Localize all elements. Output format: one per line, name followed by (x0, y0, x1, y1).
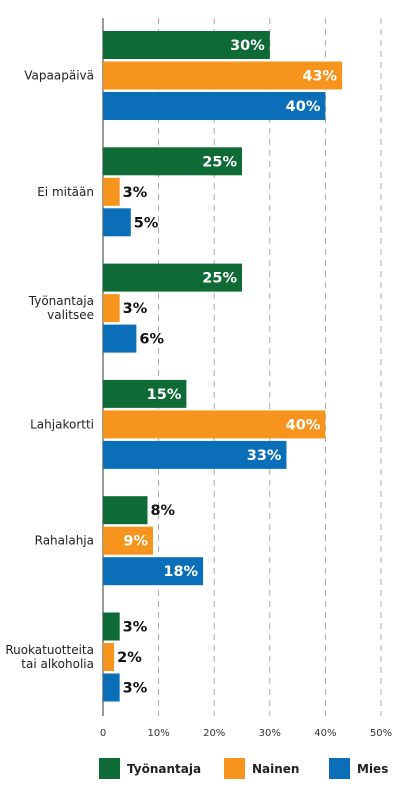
x-tick-label: 0 (100, 728, 106, 739)
bar-value-label: 18% (163, 564, 198, 580)
x-tick-label: 20% (203, 728, 225, 739)
category-label: Ei mitään (37, 185, 94, 199)
bar-value-label: 3% (123, 185, 148, 201)
category-label: Lahjakortti (30, 417, 94, 431)
x-tick-label: 40% (314, 728, 336, 739)
x-tick-label: 30% (259, 728, 281, 739)
bar (103, 612, 120, 641)
bar-value-label: 40% (286, 99, 321, 115)
bar-value-label: 9% (123, 534, 148, 550)
category-label: Rahalahja (35, 534, 94, 548)
bar-value-label: 2% (117, 650, 142, 666)
bar (103, 324, 137, 353)
bar-value-label: 8% (150, 503, 175, 519)
bar-value-label: 5% (134, 215, 159, 231)
gridlines (102, 18, 382, 716)
bar-value-label: 15% (147, 387, 182, 403)
bar (103, 31, 270, 59)
bar-value-label: 33% (247, 448, 282, 464)
bar (103, 92, 326, 120)
x-axis-ticks: 0 10% 20% 30% 40% 50% (100, 728, 392, 739)
category-label: Vapaapäivä (24, 69, 94, 83)
bar-value-label: 40% (286, 417, 321, 433)
bar-value-label: 30% (230, 38, 265, 54)
x-tick-label: 50% (370, 728, 392, 739)
bar (103, 557, 204, 586)
bar-value-label: 25% (202, 271, 237, 287)
legend-swatch (99, 758, 120, 779)
bar (103, 379, 187, 408)
legend-swatch (329, 758, 350, 779)
bar-value-label: 3% (123, 301, 148, 317)
category-label: Työnantaja valitsee (28, 294, 94, 322)
bar-value-label: 6% (139, 332, 164, 348)
category-labels: Vapaapäivä Ei mitään Työnantaja valitsee Lah… (5, 69, 94, 672)
bar-value-label: 3% (123, 620, 148, 636)
bar (103, 440, 287, 469)
x-tick-label: 10% (147, 728, 169, 739)
bar (103, 147, 242, 176)
bar-value-label: 43% (302, 69, 337, 85)
category-label: Ruokatuotteita tai alkoholia (5, 643, 94, 671)
bar (103, 177, 120, 206)
bar (103, 526, 154, 555)
bar (103, 673, 120, 702)
bar (103, 410, 326, 439)
bar (103, 61, 343, 90)
legend-label: Työnantaja (127, 762, 201, 776)
bar (103, 643, 115, 671)
legend: Työnantaja Nainen Mies (99, 758, 388, 779)
legend-label: Mies (357, 762, 388, 776)
bar (103, 294, 120, 323)
bar (103, 208, 131, 237)
bars: 30%43%40%25%3%5%25%3%6%15%40%33%8%9%18%3… (103, 31, 343, 702)
bar (103, 263, 242, 292)
bar-value-label: 25% (202, 154, 237, 170)
bar-value-label: 3% (123, 681, 148, 697)
bar (103, 496, 148, 525)
legend-label: Nainen (252, 762, 299, 776)
legend-swatch (224, 758, 245, 779)
